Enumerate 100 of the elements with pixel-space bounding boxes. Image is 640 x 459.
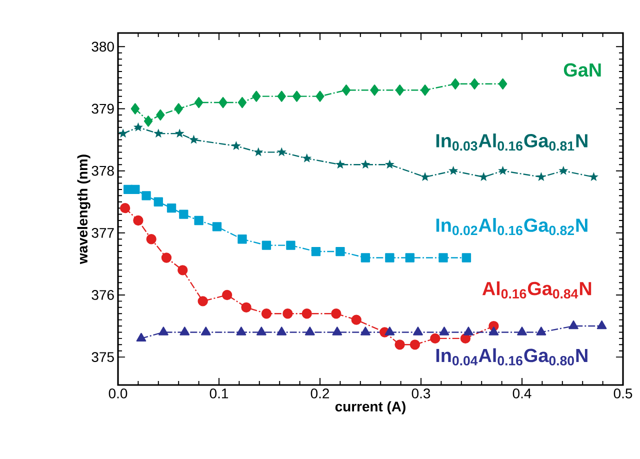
y-tick-label: 380 [92, 42, 114, 52]
y-tick-label: 376 [92, 290, 114, 300]
point [276, 147, 286, 156]
point [161, 252, 172, 263]
point [282, 308, 293, 319]
point [332, 326, 342, 336]
point [335, 160, 345, 169]
point [222, 290, 232, 300]
point [462, 253, 472, 262]
x-tick-label: 0.3 [412, 388, 430, 398]
point [413, 326, 423, 336]
point [302, 153, 312, 162]
point [405, 253, 414, 262]
point [385, 253, 394, 262]
series-label: In$_{0.04}$Al$_{0.16}$Ga$_{0.80}$N [436, 348, 588, 366]
point [158, 326, 168, 336]
point [395, 84, 404, 96]
point [180, 326, 190, 336]
series-label: In$_{0.02}$Al$_{0.16}$Ga$_{0.82}$N [436, 218, 588, 236]
point [261, 308, 272, 319]
point [302, 308, 312, 319]
point [420, 172, 430, 182]
point [200, 326, 211, 336]
series-label: Al$_{0.16}$Ga$_{0.84}$N [482, 281, 592, 299]
point [236, 326, 246, 336]
point [536, 172, 546, 182]
point [351, 314, 362, 325]
x-tick-label: 0.2 [310, 388, 329, 398]
point [331, 308, 342, 319]
point [238, 96, 247, 108]
point [342, 84, 351, 96]
point [464, 326, 474, 336]
point [238, 234, 247, 244]
point [262, 240, 272, 250]
y-axis-title: wavelength (nm) [77, 154, 90, 264]
point [360, 253, 370, 262]
point [256, 326, 266, 336]
point [498, 166, 508, 175]
point [558, 166, 568, 175]
point [194, 216, 204, 226]
text: GaN [564, 63, 601, 77]
point [118, 128, 128, 138]
point [174, 128, 184, 138]
point [451, 78, 460, 90]
y-tick-label: 377 [92, 228, 114, 238]
x-tick-label: 0.0 [108, 388, 128, 398]
point [146, 234, 156, 244]
point [130, 184, 140, 194]
point [241, 302, 252, 312]
point [488, 326, 499, 336]
point [174, 103, 183, 114]
point [136, 332, 146, 342]
point [438, 253, 448, 262]
point [277, 90, 286, 102]
point [254, 147, 264, 156]
point [156, 109, 165, 121]
point [410, 340, 420, 350]
point [252, 90, 261, 102]
point [430, 333, 440, 344]
point [470, 78, 479, 90]
point [478, 172, 488, 182]
series-label: In$_{0.03}$Al$_{0.16}$Ga$_{0.81}$N [436, 134, 588, 151]
point [144, 116, 153, 127]
point [198, 296, 208, 306]
point [133, 122, 143, 132]
point [142, 191, 151, 200]
point [194, 96, 204, 108]
point [154, 128, 164, 138]
point [384, 326, 395, 336]
point [292, 90, 302, 102]
point [596, 320, 607, 330]
point [286, 240, 296, 250]
point [336, 246, 345, 256]
point [154, 197, 163, 206]
point [120, 202, 130, 214]
point [360, 326, 370, 336]
point [133, 215, 144, 226]
point [179, 210, 188, 219]
point [316, 90, 324, 102]
point [276, 326, 287, 336]
point [304, 326, 315, 336]
x-tick-label: 0.5 [614, 388, 632, 398]
point [311, 246, 321, 256]
point [189, 134, 198, 144]
point [130, 103, 140, 114]
point [568, 320, 578, 330]
point [218, 96, 228, 108]
point [394, 340, 405, 350]
point [448, 166, 458, 175]
y-tick-label: 375 [92, 352, 114, 362]
point [166, 203, 176, 213]
point [370, 84, 379, 96]
point [360, 160, 370, 169]
x-tick-label: 0.1 [210, 388, 228, 398]
x-tick-label: 0.4 [512, 388, 532, 398]
y-tick-label: 379 [92, 104, 114, 114]
point [536, 326, 546, 336]
point [420, 84, 430, 96]
x-axis-title: current (A) [335, 401, 406, 414]
point [178, 265, 188, 276]
